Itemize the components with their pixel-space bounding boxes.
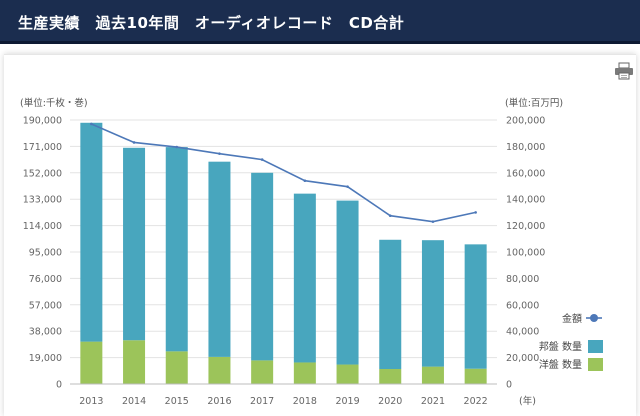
chart-panel (4, 54, 636, 416)
bar-overseas-2014 (123, 340, 146, 384)
bar-domestic-2021 (421, 240, 444, 367)
bar-overseas-2017 (251, 360, 274, 384)
x-axis-tick-label: 2017 (250, 396, 274, 407)
left-axis-tick-label: 57,000 (29, 300, 62, 311)
right-axis-tick-label: 60,000 (506, 300, 539, 311)
x-axis-tick-label: 2015 (165, 396, 189, 407)
x-axis-tick-label: 2016 (207, 396, 231, 407)
amount-point-2020 (388, 214, 392, 217)
bar-domestic-2020 (379, 239, 402, 369)
bar-domestic-2015 (165, 147, 188, 352)
x-axis-tick-label: 2019 (335, 396, 359, 407)
bar-domestic-2019 (336, 200, 359, 365)
left-axis-tick-label: 171,000 (23, 142, 62, 153)
amount-line (91, 123, 476, 223)
x-axis-tick-label: 2013 (79, 396, 103, 407)
bar-domestic-2022 (464, 244, 487, 369)
amount-point-2021 (431, 220, 435, 223)
right-axis-tick-label: 200,000 (506, 116, 545, 127)
right-axis-tick-label: 80,000 (506, 274, 539, 285)
amount-point-2017 (260, 158, 264, 161)
x-axis-tick-label: 2022 (464, 396, 488, 407)
amount-point-2015 (175, 145, 179, 149)
page-title: 生産実績 過去10年間 オーディオレコード CD合計 (18, 14, 405, 32)
left-axis-tick-label: 190,000 (23, 116, 62, 127)
bar-overseas-2021 (421, 366, 444, 384)
right-axis-tick-label: 20,000 (506, 353, 539, 364)
left-axis-tick-label: 76,000 (29, 274, 62, 285)
left-axis-tick-label: 0 (56, 380, 62, 391)
bar-overseas-2013 (80, 341, 103, 384)
x-axis-unit-label: (年) (519, 395, 536, 407)
bar-overseas-2016 (208, 356, 231, 384)
bar-domestic-2018 (293, 193, 316, 363)
printer-icon (615, 62, 633, 80)
legend-symbol-domestic (588, 340, 603, 353)
left-axis-tick-label: 133,000 (23, 195, 62, 206)
left-axis-tick-label: 19,000 (29, 353, 62, 364)
right-axis-tick-label: 140,000 (506, 195, 545, 206)
amount-point-2018 (303, 179, 307, 183)
right-axis-tick-label: 120,000 (506, 221, 545, 232)
right-axis-tick-label: 0 (506, 380, 512, 391)
amount-point-2019 (346, 185, 349, 188)
right-axis-tick-label: 160,000 (506, 168, 545, 179)
page-header: 生産実績 過去10年間 オーディオレコード CD合計 (0, 0, 640, 44)
legend-label-domestic: 邦盤 数量 (539, 340, 582, 353)
bar-overseas-2015 (165, 351, 188, 384)
bar-domestic-2014 (123, 147, 146, 341)
bar-overseas-2020 (379, 368, 402, 384)
amount-point-2013 (90, 122, 93, 126)
amount-point-2022 (474, 211, 477, 214)
left-axis-tick-label: 152,000 (23, 168, 62, 179)
legend-symbol-amount-marker (590, 314, 598, 322)
bar-domestic-2013 (80, 122, 103, 342)
print-button[interactable] (614, 62, 634, 80)
left-axis-tick-label: 95,000 (29, 248, 62, 259)
left-axis-tick-label: 114,000 (23, 221, 62, 232)
legend-symbol-overseas (588, 358, 603, 371)
x-axis-tick-label: 2018 (293, 396, 317, 407)
right-axis-unit-label: (単位:百万円) (505, 97, 563, 109)
x-axis-tick-label: 2014 (122, 396, 146, 407)
x-axis-tick-label: 2021 (421, 396, 445, 407)
right-axis-tick-label: 40,000 (506, 327, 539, 338)
legend-label-amount: 金額 (562, 312, 582, 325)
amount-point-2014 (132, 141, 136, 144)
bar-overseas-2019 (336, 364, 359, 384)
bar-overseas-2018 (293, 362, 316, 384)
bar-domestic-2017 (251, 172, 274, 361)
bar-overseas-2022 (464, 368, 487, 384)
amount-point-2016 (218, 152, 221, 155)
left-axis-unit-label: (単位:千枚・巻) (20, 97, 88, 109)
bar-domestic-2016 (208, 161, 231, 357)
right-axis-tick-label: 180,000 (506, 142, 545, 153)
left-axis-tick-label: 38,000 (29, 327, 62, 338)
x-axis-tick-label: 2020 (378, 396, 402, 407)
legend-label-overseas: 洋盤 数量 (539, 358, 582, 371)
right-axis-tick-label: 100,000 (506, 248, 545, 259)
